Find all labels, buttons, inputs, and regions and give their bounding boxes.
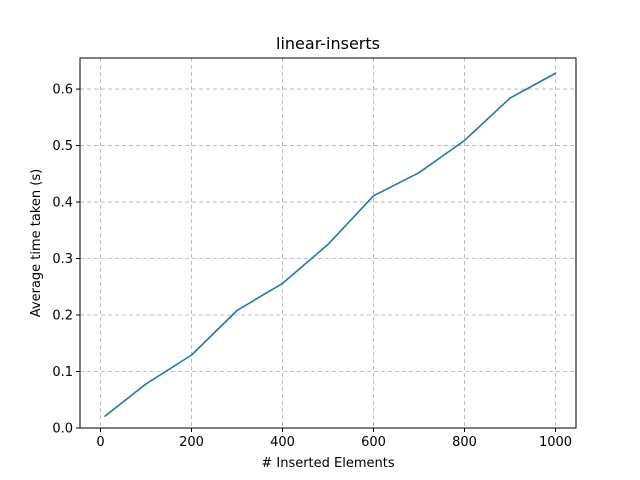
x-tick-label: 400: [270, 435, 295, 450]
y-tick-label: 0.3: [52, 252, 73, 267]
axis-ticks: 0 200 400 600 800 1000 0.0 0.1 0.2 0.3 0.4 0.5 0.6: [52, 83, 572, 450]
y-tick-label: 0.2: [52, 309, 73, 324]
series-line: [104, 72, 557, 417]
x-tick-label: 600: [361, 435, 386, 450]
y-axis-label: Average time taken (s): [29, 169, 44, 317]
x-axis-label: # Inserted Elements: [261, 456, 395, 471]
series-layer: [104, 72, 557, 417]
y-tick-label: 0.0: [52, 422, 73, 437]
x-tick-label: 200: [179, 435, 204, 450]
x-tick-label: 800: [452, 435, 477, 450]
y-tick-label: 0.5: [52, 139, 73, 154]
y-tick-label: 0.4: [52, 196, 73, 211]
y-tick-label: 0.6: [52, 83, 73, 98]
plot-frame: [79, 57, 577, 429]
y-tick-label: 0.1: [52, 365, 73, 380]
x-tick-label: 0: [96, 435, 104, 450]
grid-lines: [80, 58, 576, 429]
x-tick-label: 1000: [539, 435, 572, 450]
chart-title: linear-inserts: [276, 34, 380, 53]
